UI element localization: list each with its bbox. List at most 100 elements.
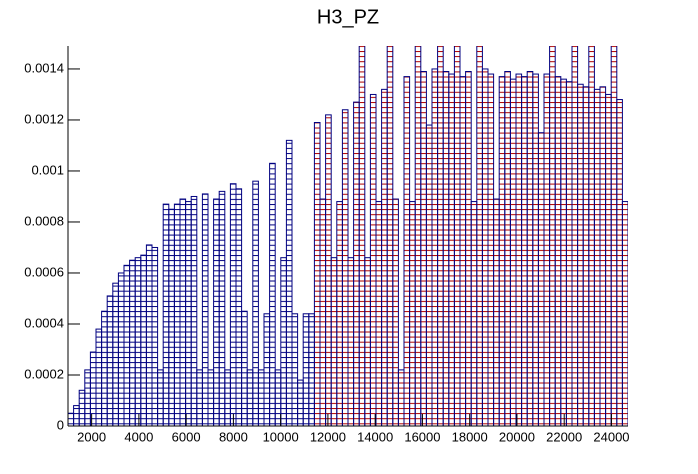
- x-tick-label: 16000: [404, 429, 440, 444]
- bar: [431, 68, 439, 426]
- bar: [526, 71, 534, 426]
- bar: [134, 257, 142, 426]
- bar: [470, 201, 478, 426]
- bar: [453, 46, 461, 426]
- bar: [621, 201, 628, 426]
- bar: [190, 195, 198, 426]
- bar: [285, 139, 293, 426]
- bar: [274, 369, 282, 426]
- bar: [509, 78, 517, 426]
- bar: [465, 71, 472, 426]
- bar: [101, 310, 108, 426]
- bar: [537, 132, 545, 426]
- bar: [414, 46, 422, 426]
- bar: [106, 295, 114, 426]
- bar: [263, 313, 271, 426]
- bar: [532, 73, 539, 426]
- x-tick-label: 6000: [172, 429, 201, 444]
- bar: [157, 369, 164, 426]
- bar: [140, 254, 147, 426]
- bar: [235, 188, 243, 426]
- bar: [229, 183, 237, 426]
- bar: [218, 190, 226, 426]
- bar: [78, 389, 86, 426]
- bar: [593, 88, 601, 426]
- y-tick-label: 0.0014: [24, 60, 64, 75]
- bar: [353, 101, 360, 426]
- bar: [129, 259, 136, 426]
- bar: [459, 76, 467, 426]
- bar: [487, 73, 495, 426]
- y-tick-label: 0: [57, 417, 64, 432]
- bar: [95, 328, 103, 426]
- bar: [560, 78, 567, 426]
- bar: [330, 257, 338, 426]
- bar: [442, 71, 450, 426]
- bar: [185, 201, 192, 426]
- y-tick-label: 0.0012: [24, 111, 64, 126]
- y-tick-label: 0.0004: [24, 315, 64, 330]
- bar: [224, 369, 231, 426]
- bar: [162, 203, 170, 426]
- bar: [117, 272, 125, 426]
- bar: [599, 86, 607, 426]
- bar: [616, 99, 623, 426]
- bar: [84, 369, 91, 426]
- x-tick-label: 20000: [499, 429, 535, 444]
- bar: [571, 46, 579, 426]
- x-tick-label: 10000: [263, 429, 299, 444]
- bar: [358, 46, 366, 426]
- bar: [196, 369, 203, 426]
- bar: [179, 198, 187, 426]
- bar: [347, 257, 355, 426]
- y-tick-label: 0.001: [31, 162, 64, 177]
- bar: [420, 71, 427, 426]
- bar: [504, 71, 511, 426]
- bar: [151, 246, 159, 426]
- bar: [588, 46, 595, 426]
- bar: [73, 405, 80, 426]
- bar: [336, 201, 343, 426]
- bar: [582, 86, 590, 426]
- bar: [498, 76, 506, 426]
- bar: [481, 68, 489, 426]
- bar: [341, 109, 349, 426]
- bar: [168, 208, 175, 426]
- bar: [577, 83, 584, 426]
- x-tick-label: 2000: [77, 429, 106, 444]
- x-tick-label: 18000: [452, 429, 488, 444]
- bar: [493, 198, 500, 426]
- x-tick-label: 14000: [357, 429, 393, 444]
- bar: [257, 369, 265, 426]
- bar: [325, 114, 332, 426]
- bar: [448, 73, 455, 426]
- y-tick-label: 0.0008: [24, 213, 64, 228]
- x-tick-label: 8000: [219, 429, 248, 444]
- bar: [521, 76, 528, 426]
- x-tick-label: 22000: [546, 429, 582, 444]
- bar: [605, 93, 612, 426]
- bar: [173, 203, 181, 426]
- bar: [319, 198, 327, 426]
- bar: [207, 369, 215, 426]
- plot-area: [68, 46, 628, 426]
- bar: [543, 73, 551, 426]
- bar: [302, 313, 310, 426]
- bar: [565, 81, 573, 426]
- bar: [269, 162, 276, 426]
- chart-title: H3_PZ: [317, 6, 379, 28]
- bar: [409, 201, 416, 426]
- x-tick-label: 24000: [593, 429, 629, 444]
- bar: [381, 88, 388, 426]
- bar: [397, 369, 405, 426]
- x-tick-label: 4000: [124, 429, 153, 444]
- bar: [515, 73, 523, 426]
- bar: [297, 379, 304, 426]
- bar: [386, 46, 394, 426]
- bar: [554, 76, 562, 426]
- bar: [364, 257, 371, 426]
- x-tick-label: 12000: [310, 429, 346, 444]
- bar: [549, 46, 556, 426]
- bar: [68, 412, 75, 426]
